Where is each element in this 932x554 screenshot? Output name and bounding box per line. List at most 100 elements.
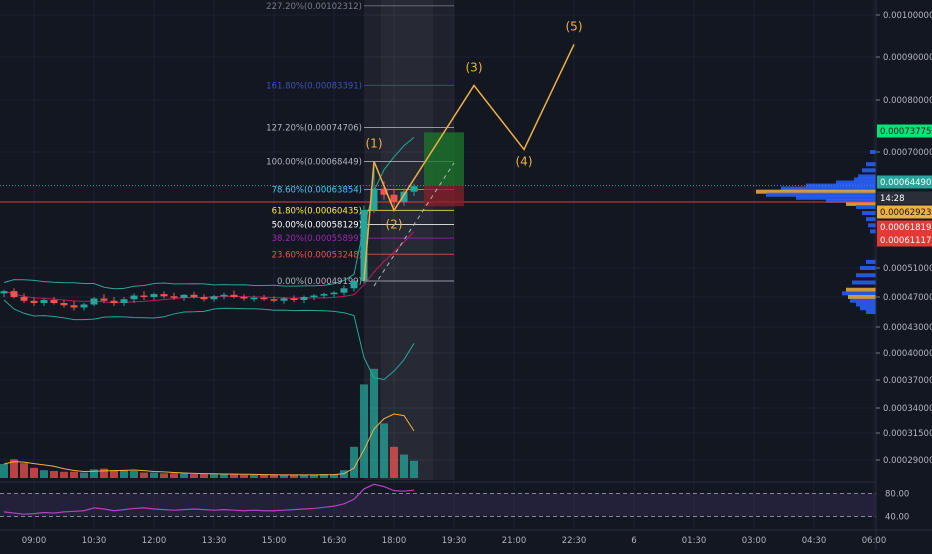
time-tick-label: 13:30 bbox=[202, 536, 227, 546]
volume-bar bbox=[230, 474, 238, 478]
time-tick-label: 03:00 bbox=[742, 536, 767, 546]
candle-body bbox=[100, 298, 108, 301]
candle-body bbox=[400, 191, 408, 203]
candle-body bbox=[270, 299, 278, 301]
candle-body bbox=[250, 297, 258, 300]
volume-profile-bar bbox=[860, 266, 876, 270]
volume-bar bbox=[220, 474, 228, 478]
candle-body bbox=[110, 300, 118, 303]
price-badge-label: 0.00062923 bbox=[880, 208, 931, 218]
long-stop-zone bbox=[424, 185, 464, 207]
candle-body bbox=[200, 297, 208, 300]
volume-profile-bar bbox=[868, 223, 876, 228]
candle-body bbox=[20, 297, 28, 301]
volume-profile-bar bbox=[826, 198, 876, 203]
rsi-band bbox=[0, 493, 876, 517]
price-tick-label: 0.00029000 bbox=[883, 456, 932, 466]
volume-profile-bar bbox=[870, 150, 876, 154]
bollinger-layer bbox=[3, 137, 415, 381]
candle-body bbox=[260, 297, 268, 300]
candle-body bbox=[300, 297, 308, 300]
price-tick-label: 0.00070000 bbox=[883, 148, 932, 158]
volume-profile-bar bbox=[846, 201, 876, 206]
volume-ma-line bbox=[3, 413, 415, 476]
candle-body bbox=[350, 281, 358, 289]
candle-body bbox=[410, 186, 418, 192]
volume-bar bbox=[190, 474, 198, 478]
volume-profile-bar bbox=[856, 302, 876, 307]
candle-body bbox=[50, 300, 58, 303]
price-tick-label: 0.00034000 bbox=[883, 404, 932, 414]
fib-level-label: 127.20%(0.00074706) bbox=[266, 124, 362, 134]
volume-bar bbox=[360, 384, 368, 478]
volume-bar bbox=[200, 474, 208, 478]
time-tick-label: 09:00 bbox=[22, 536, 47, 546]
volume-bar bbox=[40, 470, 48, 478]
volume-layer bbox=[0, 368, 418, 478]
price-tick-label: 0.00100000 bbox=[883, 11, 932, 21]
volume-profile-bar bbox=[858, 174, 876, 179]
volume-bar bbox=[170, 473, 178, 478]
volume-bar bbox=[300, 474, 308, 478]
candle-body bbox=[70, 305, 78, 308]
wave-label: (2) bbox=[386, 217, 403, 231]
volume-bar bbox=[250, 474, 258, 478]
fib-level-label: 61.80%(0.00060435) bbox=[272, 206, 362, 216]
candle-body bbox=[370, 188, 378, 210]
volume-profile-bar bbox=[781, 186, 876, 191]
volume-profile-bar bbox=[854, 177, 876, 182]
rsi-tick-label: 80.00 bbox=[885, 490, 909, 500]
volume-profile-bar bbox=[862, 168, 876, 173]
volume-profile-bar bbox=[836, 180, 876, 185]
fib-level-label: 227.20%(0.00102312) bbox=[266, 2, 362, 12]
volume-bar bbox=[180, 473, 188, 478]
volume-bar bbox=[350, 446, 358, 478]
volume-profile-bar bbox=[846, 287, 876, 292]
candle-body bbox=[280, 298, 288, 301]
candle-body bbox=[40, 300, 48, 303]
volume-bar bbox=[210, 474, 218, 478]
volume-bar bbox=[10, 459, 18, 478]
wave-label: (1) bbox=[366, 136, 383, 150]
candle-body bbox=[320, 294, 328, 296]
price-tick-label: 0.00031500 bbox=[883, 429, 932, 439]
volume-bar bbox=[130, 470, 138, 478]
price-badge-label: 0.00064490 bbox=[880, 178, 931, 188]
time-tick-label: 12:00 bbox=[142, 536, 167, 546]
volume-bar bbox=[290, 474, 298, 478]
candle-body bbox=[10, 291, 18, 297]
time-tick-label: 21:00 bbox=[502, 536, 527, 546]
time-tick-label: 18:00 bbox=[382, 536, 407, 546]
elliott-wave-path bbox=[363, 44, 575, 282]
candle-body bbox=[60, 303, 68, 306]
price-axis-bg bbox=[876, 0, 932, 550]
volume-profile-bar bbox=[866, 310, 876, 314]
fib-level-label: 50.00%(0.00058129) bbox=[272, 220, 362, 230]
volume-profile-bar bbox=[866, 162, 876, 167]
time-tick-label: 22:30 bbox=[562, 536, 587, 546]
candles-layer bbox=[0, 161, 418, 311]
volume-profile-bar bbox=[850, 298, 876, 303]
volume-bar bbox=[80, 472, 88, 478]
candle-body bbox=[140, 295, 148, 298]
price-tick-label: 0.00047000 bbox=[883, 293, 932, 303]
fib-level-label: 100.00%(0.00068449) bbox=[266, 157, 362, 167]
volume-profile-bar bbox=[862, 211, 876, 216]
volume-bar bbox=[20, 463, 28, 478]
fib-level-label: 23.60%(0.00053248) bbox=[272, 250, 362, 260]
volume-profile-bar bbox=[856, 204, 876, 209]
price-badge bbox=[877, 233, 932, 247]
rsi-line bbox=[3, 483, 415, 515]
candle-body bbox=[170, 296, 178, 298]
wave-label: (5) bbox=[566, 19, 583, 33]
volume-bar bbox=[320, 474, 328, 478]
volume-bar bbox=[410, 460, 418, 478]
rsi-pane bbox=[0, 481, 932, 517]
fibonacci-layer: 227.20%(0.00102312) 161.80%(0.00083391) 12… bbox=[0, 2, 876, 287]
price-tick-label: 0.00051000 bbox=[883, 264, 932, 274]
volume-profile-layer bbox=[756, 150, 876, 314]
